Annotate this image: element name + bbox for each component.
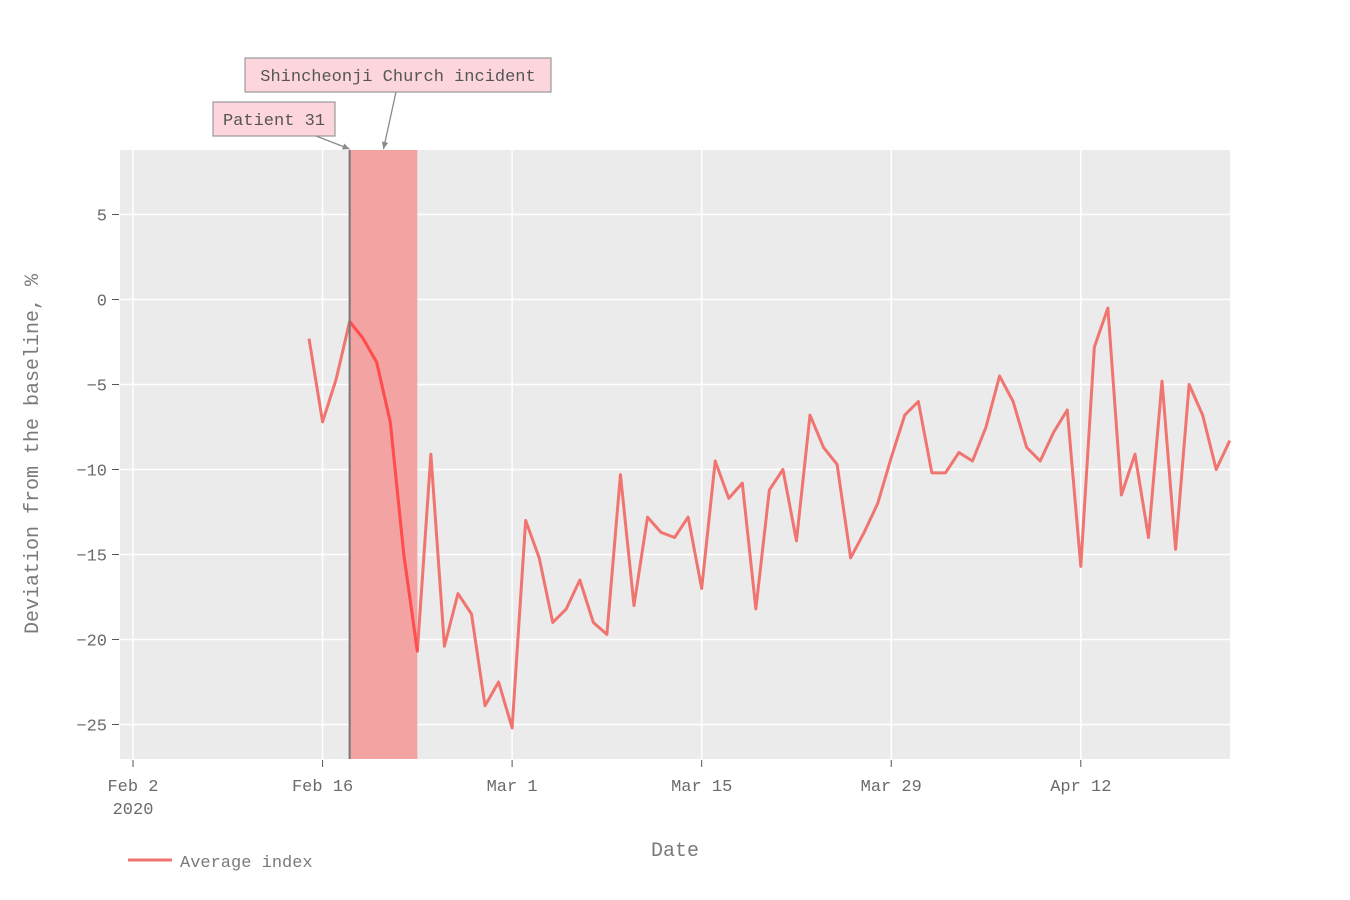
series-layer — [307, 306, 1232, 730]
y-tick-label: 0 — [97, 293, 107, 312]
annotation-patient-31: Patient 31 — [212, 101, 350, 150]
y-tick-label: −20 — [76, 633, 107, 652]
y-tick-label: −15 — [76, 548, 107, 567]
x-axis-ticks: Feb 2 2020 Feb 16 Mar 1 Mar 15 Mar 29 Apr 12 — [107, 760, 1111, 820]
series-line-average-index — [307, 306, 1232, 730]
highlight-band — [349, 150, 418, 759]
series-line-highlighted-segment — [348, 320, 419, 652]
legend-label: Average index — [180, 854, 313, 873]
x-tick-label: Mar 29 — [861, 778, 922, 797]
legend[interactable]: Average index — [128, 854, 313, 873]
annotation-arrowhead — [381, 141, 389, 149]
y-axis-ticks: 5 0 −5 −10 −15 −20 −25 — [76, 208, 119, 737]
annotation-shincheonji-church: Shincheonji Church incident — [244, 57, 552, 150]
annotation-box — [244, 57, 552, 93]
x-tick-sublabel: 2020 — [113, 801, 154, 820]
annotations: Patient 31 Shincheonji Church incident — [212, 57, 552, 150]
y-axis-title: Deviation from the baseline, % — [22, 273, 45, 634]
x-tick-label: Mar 1 — [487, 778, 538, 797]
annotation-arrow-line — [382, 91, 397, 150]
x-tick-label: Feb 16 — [292, 778, 353, 797]
x-tick-label: Mar 15 — [671, 778, 732, 797]
x-tick-label: Feb 2 — [107, 778, 158, 797]
annotation-box — [212, 101, 336, 137]
highlight-region — [349, 150, 418, 759]
annotation-text: Shincheonji Church incident — [260, 68, 535, 87]
y-tick-label: −5 — [87, 378, 107, 397]
x-axis-title: Date — [651, 840, 699, 863]
y-tick-label: −25 — [76, 718, 107, 737]
annotation-text: Patient 31 — [223, 112, 325, 131]
y-tick-label: 5 — [97, 208, 107, 227]
y-tick-label: −10 — [76, 463, 107, 482]
x-tick-label: Apr 12 — [1050, 778, 1111, 797]
plot-background — [120, 150, 1230, 759]
annotation-arrowhead — [341, 143, 350, 150]
